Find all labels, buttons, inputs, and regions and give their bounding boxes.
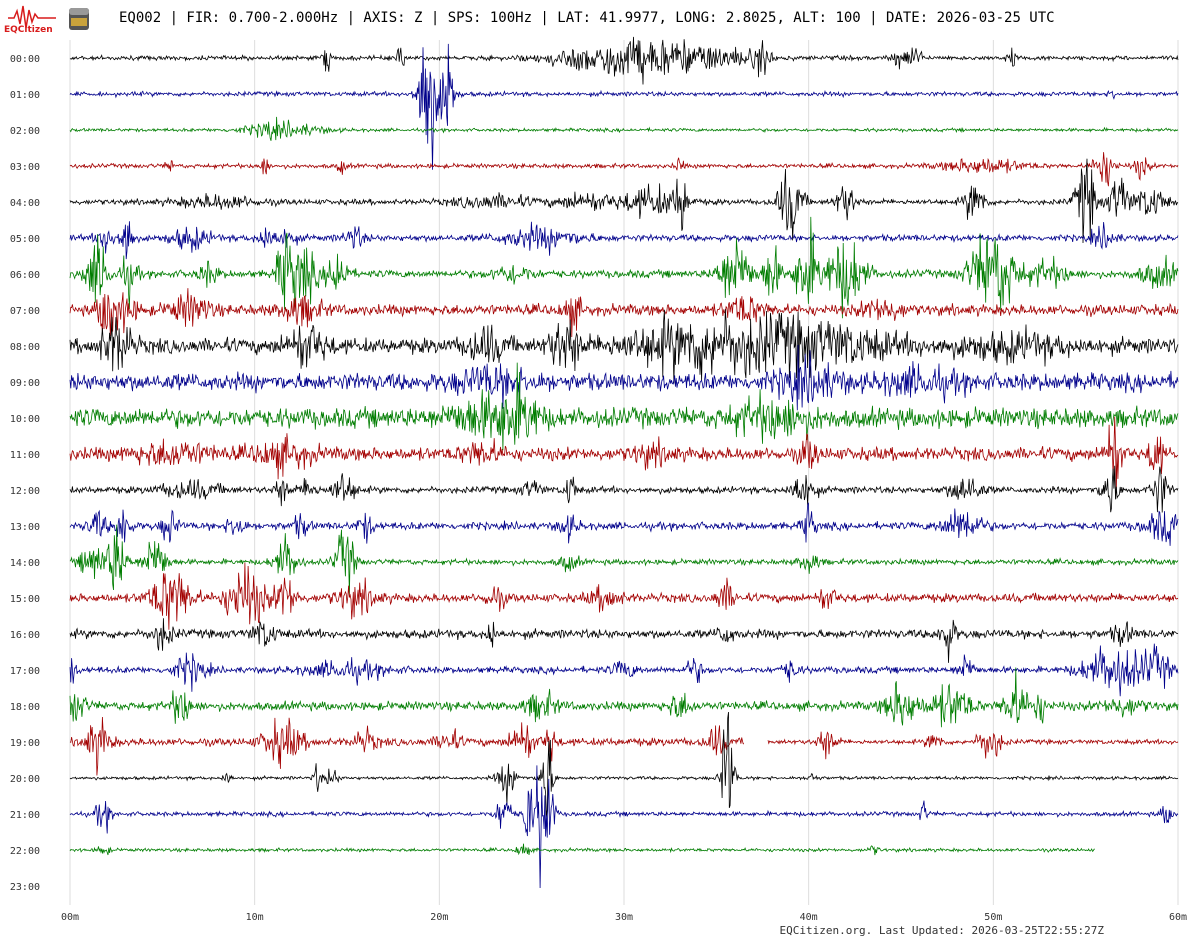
row-time-label: 06:00 xyxy=(10,270,40,281)
trace-row xyxy=(69,643,1179,697)
row-time-label: 12:00 xyxy=(10,486,40,497)
row-time-label: 22:00 xyxy=(10,846,40,857)
trace-row xyxy=(69,416,1179,491)
x-tick-label: 10m xyxy=(246,912,264,923)
row-time-label: 02:00 xyxy=(10,126,40,137)
row-time-label: 11:00 xyxy=(10,450,40,461)
row-time-label: 09:00 xyxy=(10,378,40,389)
x-tick-label: 40m xyxy=(800,912,818,923)
trace-row xyxy=(69,711,1179,817)
logo-text: EQCitizen xyxy=(4,25,53,35)
trace-row xyxy=(69,43,1179,170)
trace-row xyxy=(69,288,1179,338)
trace-row xyxy=(69,152,1179,187)
trace-row xyxy=(69,843,1095,856)
row-time-label: 04:00 xyxy=(10,198,40,209)
row-time-label: 03:00 xyxy=(10,162,40,173)
trace-row xyxy=(69,716,745,776)
plot-title: EQ002 | FIR: 0.700-2.000Hz | AXIS: Z | S… xyxy=(119,10,1055,26)
row-time-label: 17:00 xyxy=(10,666,40,677)
x-tick-label: 20m xyxy=(430,912,448,923)
trace-row xyxy=(69,524,1179,596)
x-tick-label: 30m xyxy=(615,912,633,923)
row-time-label: 23:00 xyxy=(10,882,40,893)
header: EQCitizen EQ002 | FIR: 0.700-2.000Hz | A… xyxy=(0,0,1200,38)
row-time-label: 19:00 xyxy=(10,738,40,749)
eqcitizen-logo xyxy=(8,5,56,29)
x-tick-label: 00m xyxy=(61,912,79,923)
row-time-label: 21:00 xyxy=(10,810,40,821)
trace-row xyxy=(69,618,1179,663)
row-time-label: 20:00 xyxy=(10,774,40,785)
trace-row-segment xyxy=(767,731,1179,760)
row-time-label: 14:00 xyxy=(10,558,40,569)
sensor-icon xyxy=(69,8,89,30)
trace-row xyxy=(69,667,1179,728)
trace-row xyxy=(69,765,1179,889)
row-time-label: 05:00 xyxy=(10,234,40,245)
trace-row xyxy=(69,216,1179,319)
trace-row xyxy=(69,465,1179,513)
row-time-label: 01:00 xyxy=(10,90,40,101)
last-updated: EQCitizen.org. Last Updated: 2026-03-25T… xyxy=(779,924,1104,937)
trace-row xyxy=(69,362,1179,451)
trace-row xyxy=(69,502,1179,546)
row-time-label: 18:00 xyxy=(10,702,40,713)
row-time-label: 10:00 xyxy=(10,414,40,425)
x-tick-label: 60m xyxy=(1169,912,1187,923)
row-time-label: 15:00 xyxy=(10,594,40,605)
trace-row xyxy=(69,562,1179,630)
row-time-label: 13:00 xyxy=(10,522,40,533)
trace-row xyxy=(69,344,1179,411)
trace-row xyxy=(69,221,1179,260)
x-tick-label: 50m xyxy=(984,912,1002,923)
row-time-label: 16:00 xyxy=(10,630,40,641)
trace-row xyxy=(69,309,1179,384)
trace-row xyxy=(69,158,1179,244)
row-time-label: 08:00 xyxy=(10,342,40,353)
row-time-label: 00:00 xyxy=(10,54,40,65)
trace-row xyxy=(69,36,1179,85)
trace-row xyxy=(69,116,1179,141)
row-time-label: 07:00 xyxy=(10,306,40,317)
